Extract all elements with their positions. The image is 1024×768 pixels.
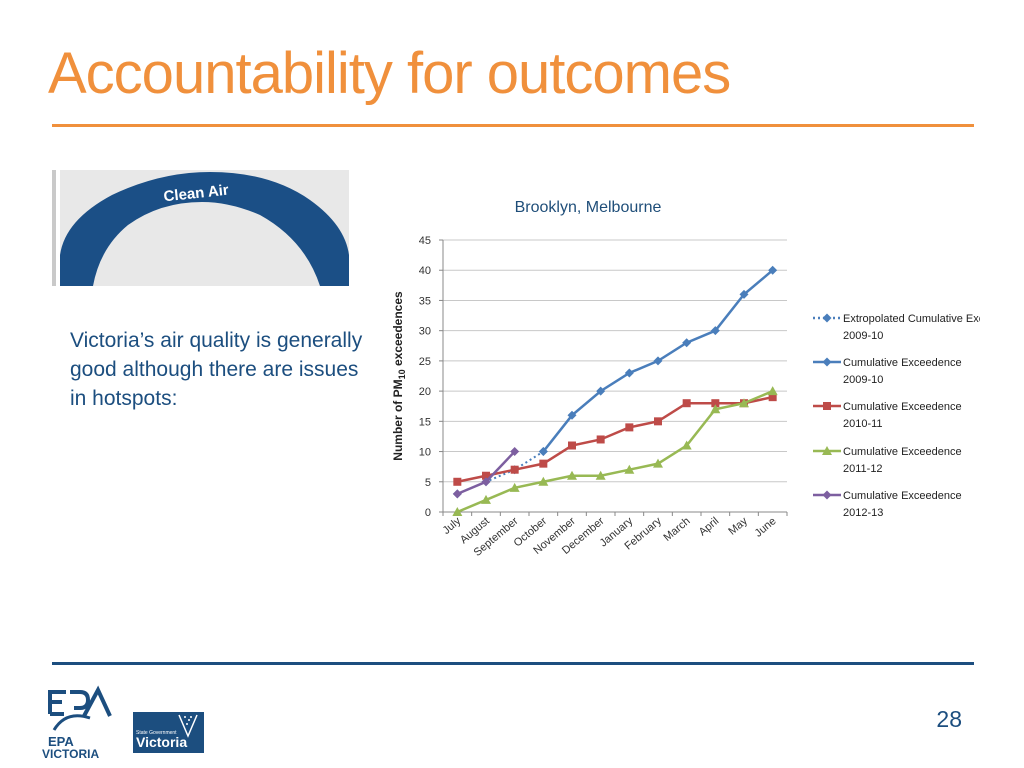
y-tick-label: 40 [419,265,431,277]
epa-logo-line1: EPA [48,734,74,749]
data-point [711,399,720,408]
title-divider [52,124,974,127]
y-tick-label: 30 [419,326,431,338]
data-point [624,368,634,378]
data-point [739,398,749,408]
data-point [681,440,692,450]
x-tick-label: May [726,515,750,538]
clean-air-arch: Clean Air [60,172,349,286]
data-point [710,404,721,414]
chart-title: Brooklyn, Melbourne [515,199,662,216]
x-tick-label: July [441,515,464,537]
data-point [481,494,491,504]
body-text: Victoria’s air quality is generally good… [70,329,363,410]
data-point [768,393,777,402]
data-point [539,459,548,468]
y-tick-label: 20 [419,386,431,398]
data-point [739,289,749,299]
state-government-victoria-logo: State Government Victoria [133,712,204,753]
sign-edge [52,170,56,286]
legend-label: Cumulative Exceedence 2010-11 [843,401,962,430]
data-point [625,423,634,432]
y-tick-label: 10 [419,447,431,459]
vic-logo-line1: State Government [136,730,177,736]
data-point [595,470,606,480]
x-tick-label: March [661,515,692,544]
data-point [682,399,691,408]
data-point [567,410,577,420]
data-point [481,477,491,487]
x-tick-label: June [753,515,779,540]
epa-victoria-logo: EPA VICTORIA [42,685,112,760]
data-point [452,489,462,499]
legend-label: Extropolated Cumulative Exceedence2009-1… [843,313,980,342]
data-point [510,447,520,457]
slide-title: Accountability for outcomes [48,41,731,106]
legend-label: Cumulative Exceedence 2012-13 [843,490,962,519]
y-tick-label: 45 [419,235,431,247]
data-point [624,464,635,474]
data-point [538,476,549,486]
vic-logo-line2: Victoria [136,734,187,750]
y-tick-label: 15 [419,416,431,428]
series-line-2 [457,395,773,484]
epa-logo-line2: VICTORIA [42,747,99,760]
data-point [653,458,663,468]
legend-label: Cumulative Exceedence 2011-12 [843,446,962,475]
clean-air-sign-image: Clean Air [52,170,349,286]
data-point [538,447,548,457]
data-point [653,356,663,366]
data-point [510,465,519,474]
data-point [596,435,605,444]
legend-marker [822,357,832,367]
data-point [482,471,490,480]
sign-text: Clean Air [163,182,230,206]
data-point [654,417,662,426]
data-point [710,326,720,336]
data-point [768,265,778,275]
data-point [452,507,463,516]
y-tick-label: 5 [425,477,431,489]
data-point [568,441,576,450]
y-tick-label: 0 [425,507,431,519]
series-line-3 [456,389,774,514]
data-point [682,338,692,348]
data-point [567,470,577,480]
line-chart: Brooklyn, Melbourne 0 5 10 15 20 25 30 35 40 45 Jul… [391,199,980,559]
footer-divider [52,662,974,665]
legend-marker [822,313,832,323]
y-axis-label: Number of PM10 exceedences [391,291,407,461]
data-point [453,477,462,486]
page-number: 28 [936,706,962,732]
legend-marker [822,446,832,455]
y-tick-label: 25 [419,356,431,368]
y-tick-label: 35 [419,295,431,307]
data-point [509,482,520,492]
legend-marker [822,490,832,500]
data-point [767,386,778,396]
data-point [596,386,606,396]
legend-label: Cumulative Exceedence 2009-10 [843,357,962,386]
x-tick-label: April [697,515,722,538]
legend-marker [823,402,831,410]
